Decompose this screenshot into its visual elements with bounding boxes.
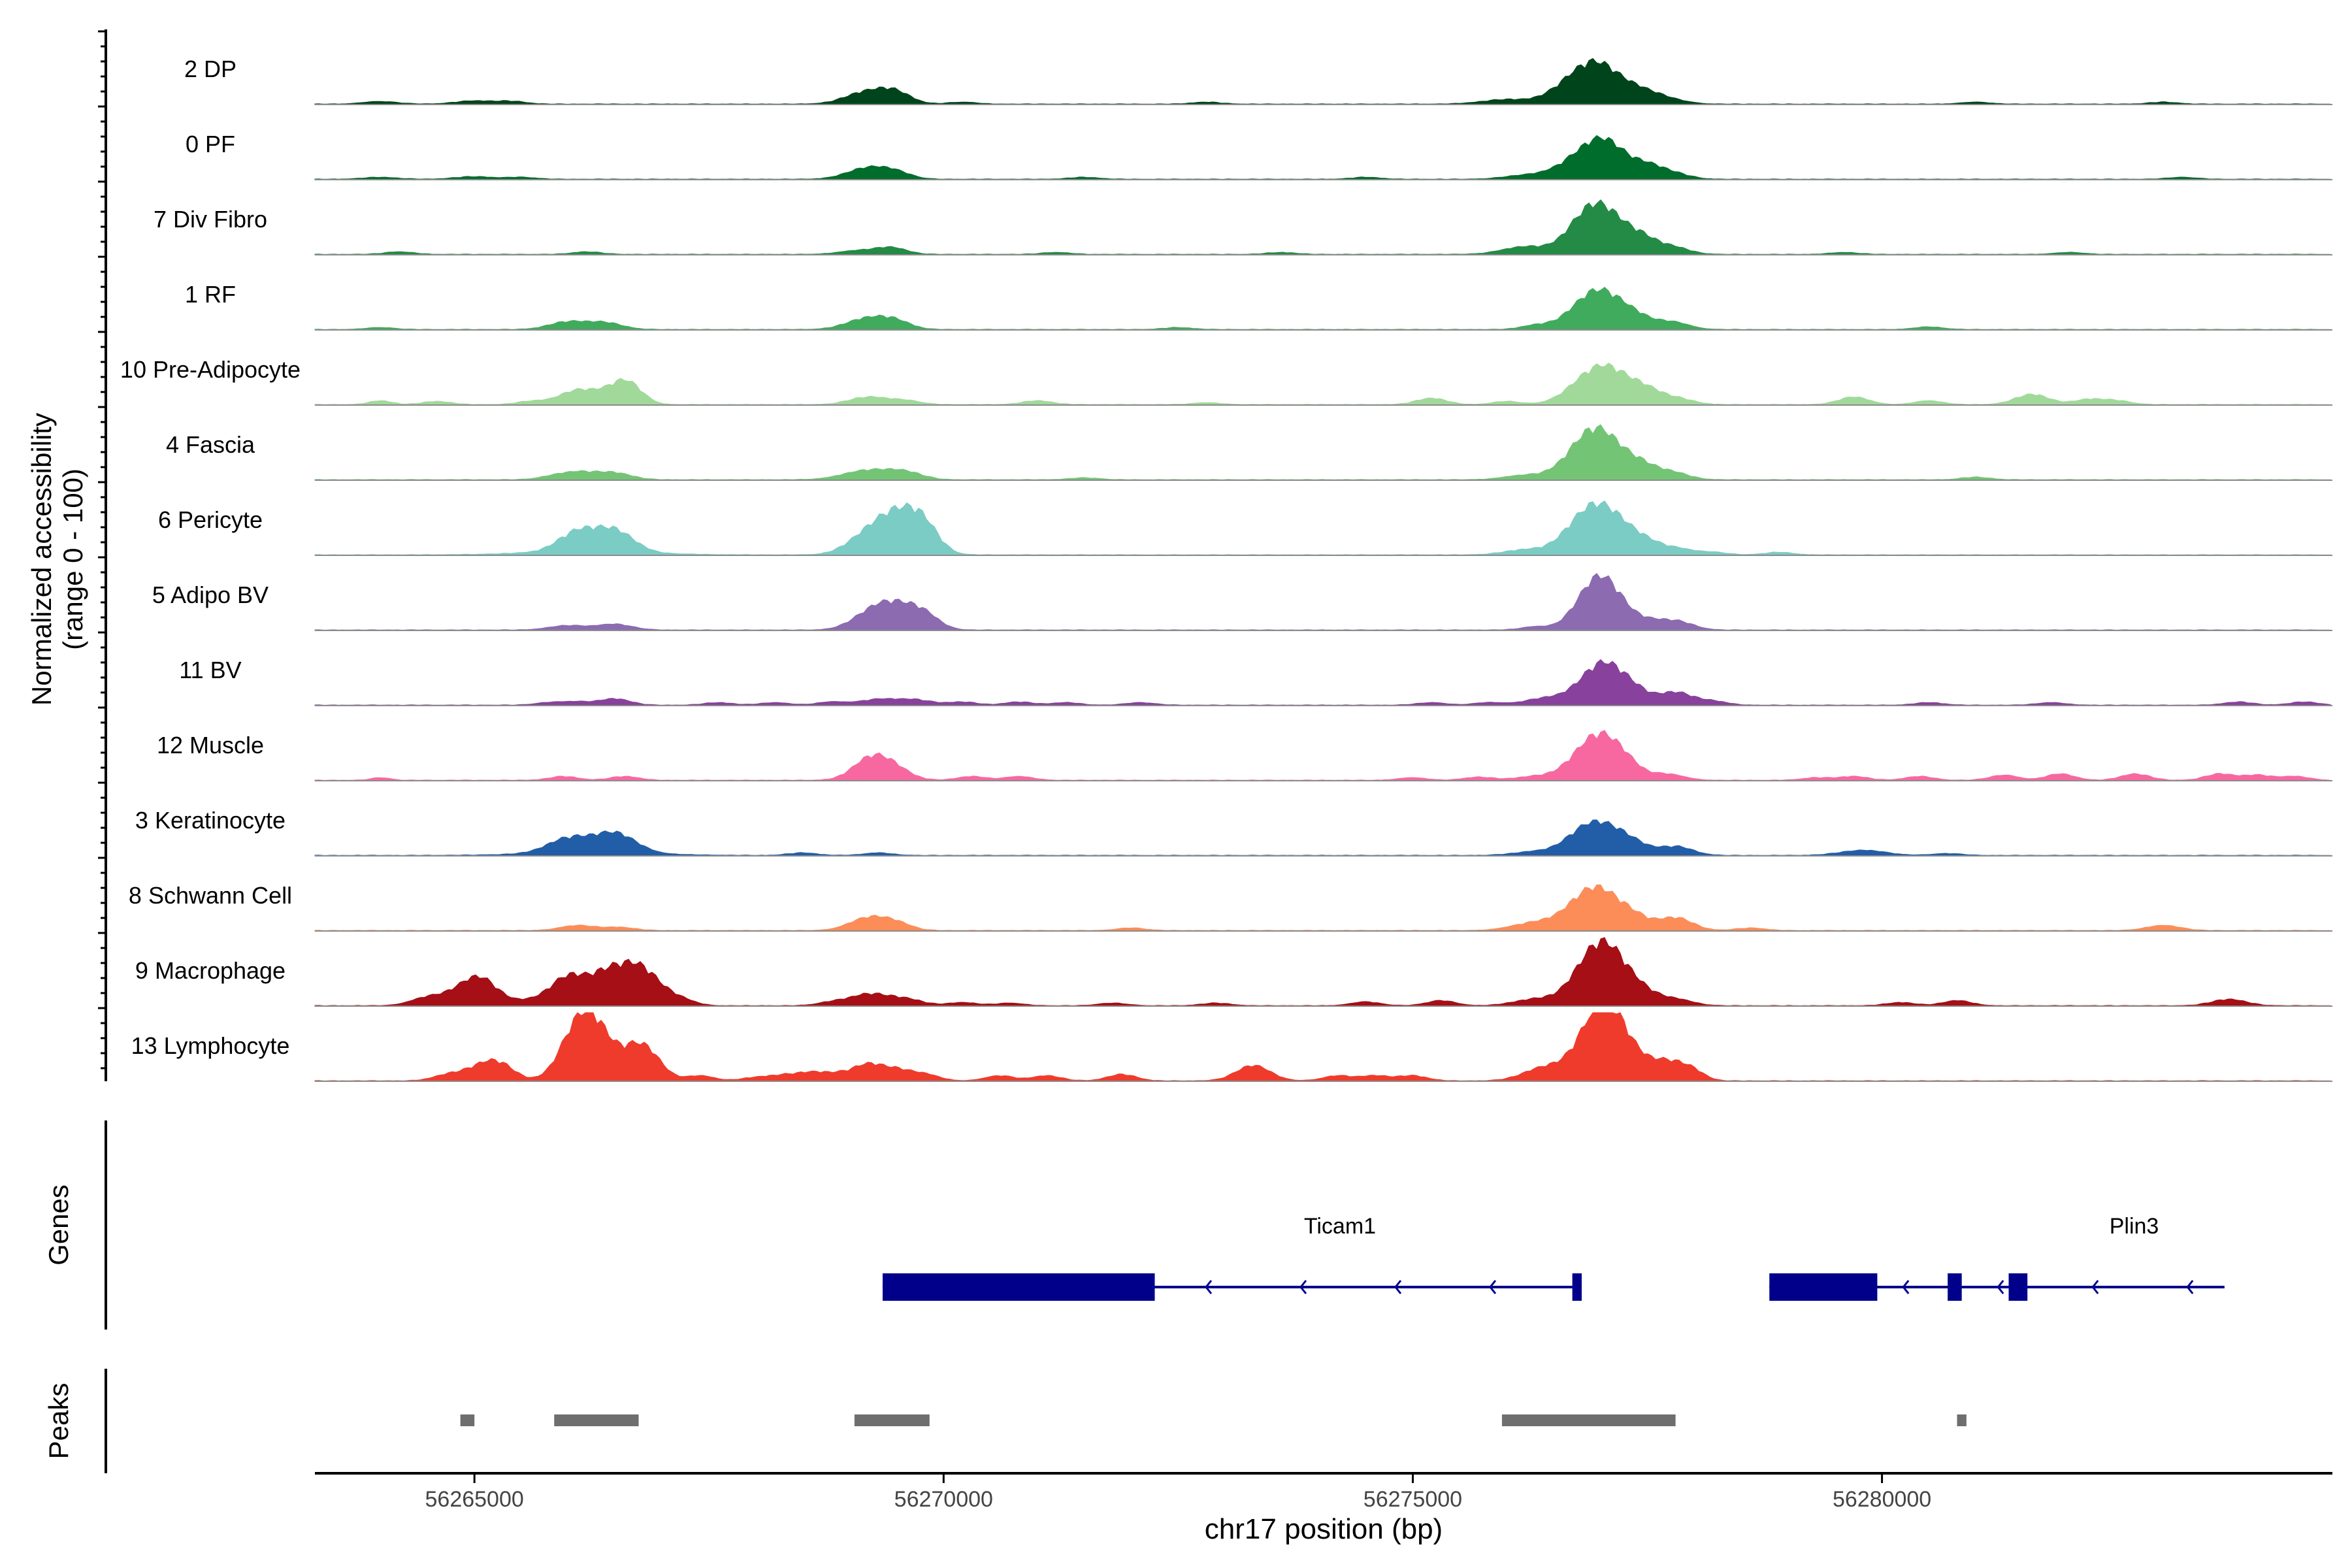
track-label: 6 Pericyte [158, 506, 263, 533]
peak-region-0 [460, 1414, 475, 1426]
track-label: 3 Keratinocyte [135, 807, 286, 834]
track-label: 10 Pre-Adipocyte [120, 356, 301, 383]
track-label: 11 BV [179, 657, 241, 683]
track-8: 11 BV [179, 657, 2333, 706]
gene-annotations: Ticam1 Plin3 [882, 1214, 2225, 1301]
x-tick-label: 56270000 [894, 1487, 993, 1512]
coverage-area-9 [314, 730, 2333, 781]
y-axis-label-line1: Normalized accessibility [26, 413, 57, 706]
gene-exon [1769, 1273, 1878, 1301]
coverage-area-3 [314, 286, 2333, 331]
x-axis-label: chr17 position (bp) [1205, 1513, 1443, 1545]
coverage-area-7 [314, 572, 2333, 631]
track-2: 7 Div Fibro [154, 199, 2333, 255]
gene-exon [882, 1273, 1155, 1301]
track-1: 0 PF [186, 131, 2333, 180]
strand-arrow [1902, 1280, 1910, 1294]
strand-arrow [1997, 1280, 2004, 1294]
coverage-area-2 [314, 199, 2333, 255]
y-axis-label-line2: (range 0 - 100) [57, 468, 88, 650]
strand-arrow [2091, 1280, 2099, 1294]
x-tick-label: 56280000 [1833, 1487, 1931, 1512]
track-label: 13 Lymphocyte [131, 1032, 290, 1059]
coverage-area-6 [314, 500, 2333, 556]
strand-arrow [1299, 1280, 1307, 1294]
gene-name-label: Plin3 [2110, 1214, 2159, 1239]
track-9: 12 Muscle [157, 730, 2333, 781]
gene-exon [1948, 1273, 1962, 1301]
genes-panel-label: Genes [43, 1184, 74, 1266]
track-13: 13 Lymphocyte [131, 1012, 2333, 1082]
x-tick-label: 56265000 [425, 1487, 524, 1512]
track-3: 1 RF [185, 281, 2333, 331]
peak-regions [460, 1414, 1967, 1426]
strand-arrow [2186, 1280, 2194, 1294]
gene-exon [2008, 1273, 2028, 1301]
coverage-area-13 [314, 1012, 2333, 1082]
peak-region-1 [554, 1414, 639, 1426]
track-label: 12 Muscle [157, 732, 264, 759]
track-4: 10 Pre-Adipocyte [120, 356, 2333, 406]
track-6: 6 Pericyte [158, 500, 2333, 556]
coverage-area-0 [314, 57, 2333, 105]
coverage-area-8 [314, 659, 2333, 706]
y-axis-ticks [98, 30, 106, 1070]
coverage-area-10 [314, 819, 2333, 857]
track-label: 4 Fascia [166, 431, 255, 458]
coverage-area-4 [314, 363, 2333, 406]
peak-region-4 [1957, 1414, 1967, 1426]
peak-region-2 [854, 1414, 930, 1426]
x-tick-label: 56275000 [1364, 1487, 1462, 1512]
track-label: 7 Div Fibro [154, 206, 267, 233]
track-label: 5 Adipo BV [152, 581, 269, 608]
strand-arrow [1489, 1280, 1497, 1294]
coverage-area-1 [314, 135, 2333, 180]
coverage-tracks: 2 DP 0 PF 7 Div Fibro 1 RF 10 Pre-Adipocyte 4… [120, 56, 2333, 1082]
track-label: 8 Schwann Cell [129, 882, 292, 909]
x-axis-ticks: 56265000 56270000 56275000 56280000 [425, 1473, 1931, 1512]
gene-ticam1: Ticam1 [882, 1214, 1582, 1301]
track-7: 5 Adipo BV [152, 572, 2333, 631]
coverage-area-12 [314, 937, 2333, 1007]
track-label: 0 PF [186, 131, 235, 157]
track-11: 8 Schwann Cell [129, 882, 2333, 932]
peaks-panel-label: Peaks [43, 1383, 74, 1460]
track-12: 9 Macrophage [135, 937, 2333, 1007]
track-label: 9 Macrophage [135, 957, 286, 984]
gene-name-label: Ticam1 [1304, 1214, 1376, 1239]
track-10: 3 Keratinocyte [135, 807, 2333, 857]
track-label: 2 DP [184, 56, 237, 82]
peak-region-3 [1501, 1414, 1676, 1426]
track-label: 1 RF [185, 281, 236, 308]
track-5: 4 Fascia [166, 424, 2333, 481]
gene-exon [1572, 1273, 1582, 1301]
strand-arrow [1205, 1280, 1213, 1294]
track-0: 2 DP [184, 56, 2333, 105]
coverage-area-5 [314, 424, 2333, 481]
strand-arrow [1394, 1280, 1402, 1294]
coverage-area-11 [314, 884, 2333, 932]
gene-plin3: Plin3 [1769, 1214, 2225, 1301]
